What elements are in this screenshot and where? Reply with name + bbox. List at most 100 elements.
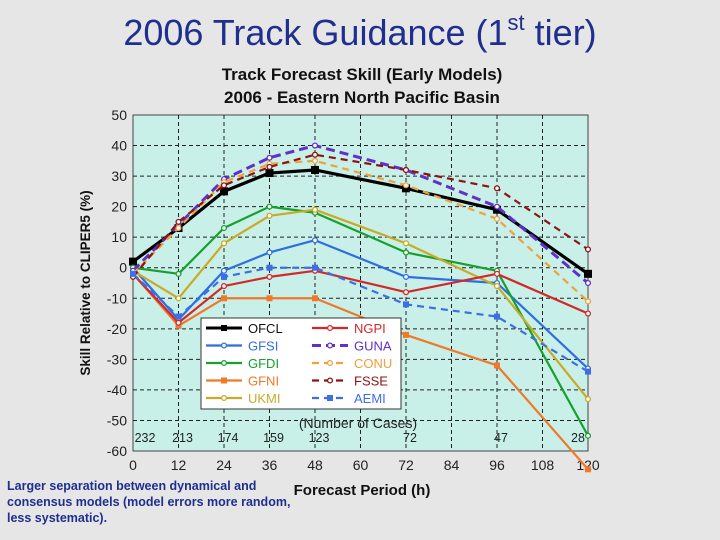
data-point xyxy=(311,206,319,213)
data-point xyxy=(220,267,228,274)
data-point xyxy=(311,157,319,164)
case-count: 28 xyxy=(571,431,585,445)
y-axis-label: Skill Relative to CLIPER5 (%) xyxy=(78,190,93,375)
data-point xyxy=(494,313,500,320)
data-point xyxy=(266,163,273,170)
data-point xyxy=(585,368,591,375)
case-count: 232 xyxy=(135,431,156,445)
data-point xyxy=(175,224,182,232)
series-layer xyxy=(129,142,592,473)
y-tick-label: -50 xyxy=(107,412,127,428)
series-line-ukmi xyxy=(132,208,589,400)
data-point xyxy=(311,237,319,244)
data-point xyxy=(493,283,501,290)
data-point xyxy=(311,165,319,174)
legend: OFCL GFSI GFDI GFNI UKMI NGPI GUNA CONU FSSE AEMI xyxy=(200,317,402,410)
case-count: 174 xyxy=(218,431,239,445)
data-point xyxy=(311,142,319,149)
series-aemi xyxy=(130,264,591,375)
data-point xyxy=(220,240,228,247)
cases-layer: 232 213 174 159 123 72 47 28 xyxy=(135,431,585,445)
cases-label: (Number of Cases) xyxy=(299,415,417,431)
data-point xyxy=(584,279,592,287)
legend-label-gfsi: GFSI xyxy=(248,339,278,354)
legend-marker-gfsi xyxy=(220,342,228,349)
data-point xyxy=(584,432,592,439)
data-point xyxy=(175,313,182,320)
series-line-guna xyxy=(131,144,589,285)
x-tick-label: 72 xyxy=(398,457,414,473)
legend-label-aemi: AEMI xyxy=(354,391,386,406)
data-point xyxy=(130,270,136,277)
y-tick-label: -30 xyxy=(107,351,127,367)
data-point xyxy=(175,319,182,326)
legend-marker-gfdi xyxy=(220,359,228,367)
series-line-gfni xyxy=(132,273,589,471)
chart-title: Track Forecast Skill (Early Models) xyxy=(222,65,503,84)
x-tick-label: 36 xyxy=(262,457,278,473)
data-point xyxy=(584,298,592,305)
x-tick-label: 24 xyxy=(216,457,232,473)
data-point xyxy=(266,273,273,280)
data-point xyxy=(266,295,273,302)
data-point xyxy=(402,289,410,296)
series-line-conu xyxy=(132,159,589,303)
data-point xyxy=(493,215,501,222)
legend-label-gfdi: GFDI xyxy=(248,356,279,371)
data-point xyxy=(584,396,592,403)
case-count: 159 xyxy=(263,431,284,445)
legend-marker-gfni xyxy=(221,377,227,384)
legend-label-ukmi: UKMI xyxy=(248,391,281,406)
y-tick-label: -10 xyxy=(107,290,127,306)
case-count: 213 xyxy=(172,431,193,445)
data-point xyxy=(266,203,273,210)
y-tick-label: 20 xyxy=(111,199,127,215)
case-count: 72 xyxy=(403,431,417,445)
data-point xyxy=(266,264,273,271)
x-tick-label: 12 xyxy=(171,457,187,473)
data-point xyxy=(175,270,182,277)
data-point xyxy=(584,310,592,317)
data-point xyxy=(266,249,273,256)
slide-title-end: tier) xyxy=(524,12,597,53)
legend-marker-ofcl xyxy=(221,325,227,331)
data-point xyxy=(494,362,500,369)
y-tick-label: -60 xyxy=(107,443,127,459)
legend-marker-fsse xyxy=(326,377,334,384)
data-point xyxy=(221,273,227,280)
series-line-gfsi xyxy=(132,239,589,370)
footnote: Larger separation between dynamical and … xyxy=(7,479,291,525)
data-point xyxy=(584,246,592,253)
y-axis: 50 40 30 20 10 0 -10 -20 -30 -40 -50 -60 xyxy=(107,107,127,459)
data-point xyxy=(175,218,182,225)
y-tick-label: -20 xyxy=(107,321,127,337)
case-count: 123 xyxy=(309,431,330,445)
x-tick-label: 48 xyxy=(307,457,323,473)
data-point xyxy=(266,154,273,161)
x-tick-label: 84 xyxy=(444,457,460,473)
series-ukmi xyxy=(129,206,592,403)
data-point xyxy=(493,270,501,277)
legend-label-ngpi: NGPI xyxy=(354,321,386,336)
data-point xyxy=(266,212,273,219)
series-line-ngpi xyxy=(132,269,589,324)
x-tick-label: 60 xyxy=(353,457,369,473)
chart-subtitle: 2006 - Eastern North Pacific Basin xyxy=(224,88,500,107)
series-fsse xyxy=(129,151,592,280)
data-point xyxy=(402,240,410,247)
data-point xyxy=(403,301,409,308)
data-point xyxy=(220,283,228,290)
data-point xyxy=(220,224,228,232)
legend-marker-aemi xyxy=(327,395,333,401)
y-tick-label: 30 xyxy=(111,168,127,184)
data-point xyxy=(402,166,410,174)
data-point xyxy=(220,182,228,189)
y-tick-label: -40 xyxy=(107,382,127,398)
y-tick-label: 50 xyxy=(111,107,127,123)
data-point xyxy=(584,269,592,278)
legend-label-conu: CONU xyxy=(354,356,392,371)
data-point xyxy=(585,466,591,473)
legend-label-guna: GUNA xyxy=(354,339,392,354)
data-point xyxy=(129,257,137,266)
